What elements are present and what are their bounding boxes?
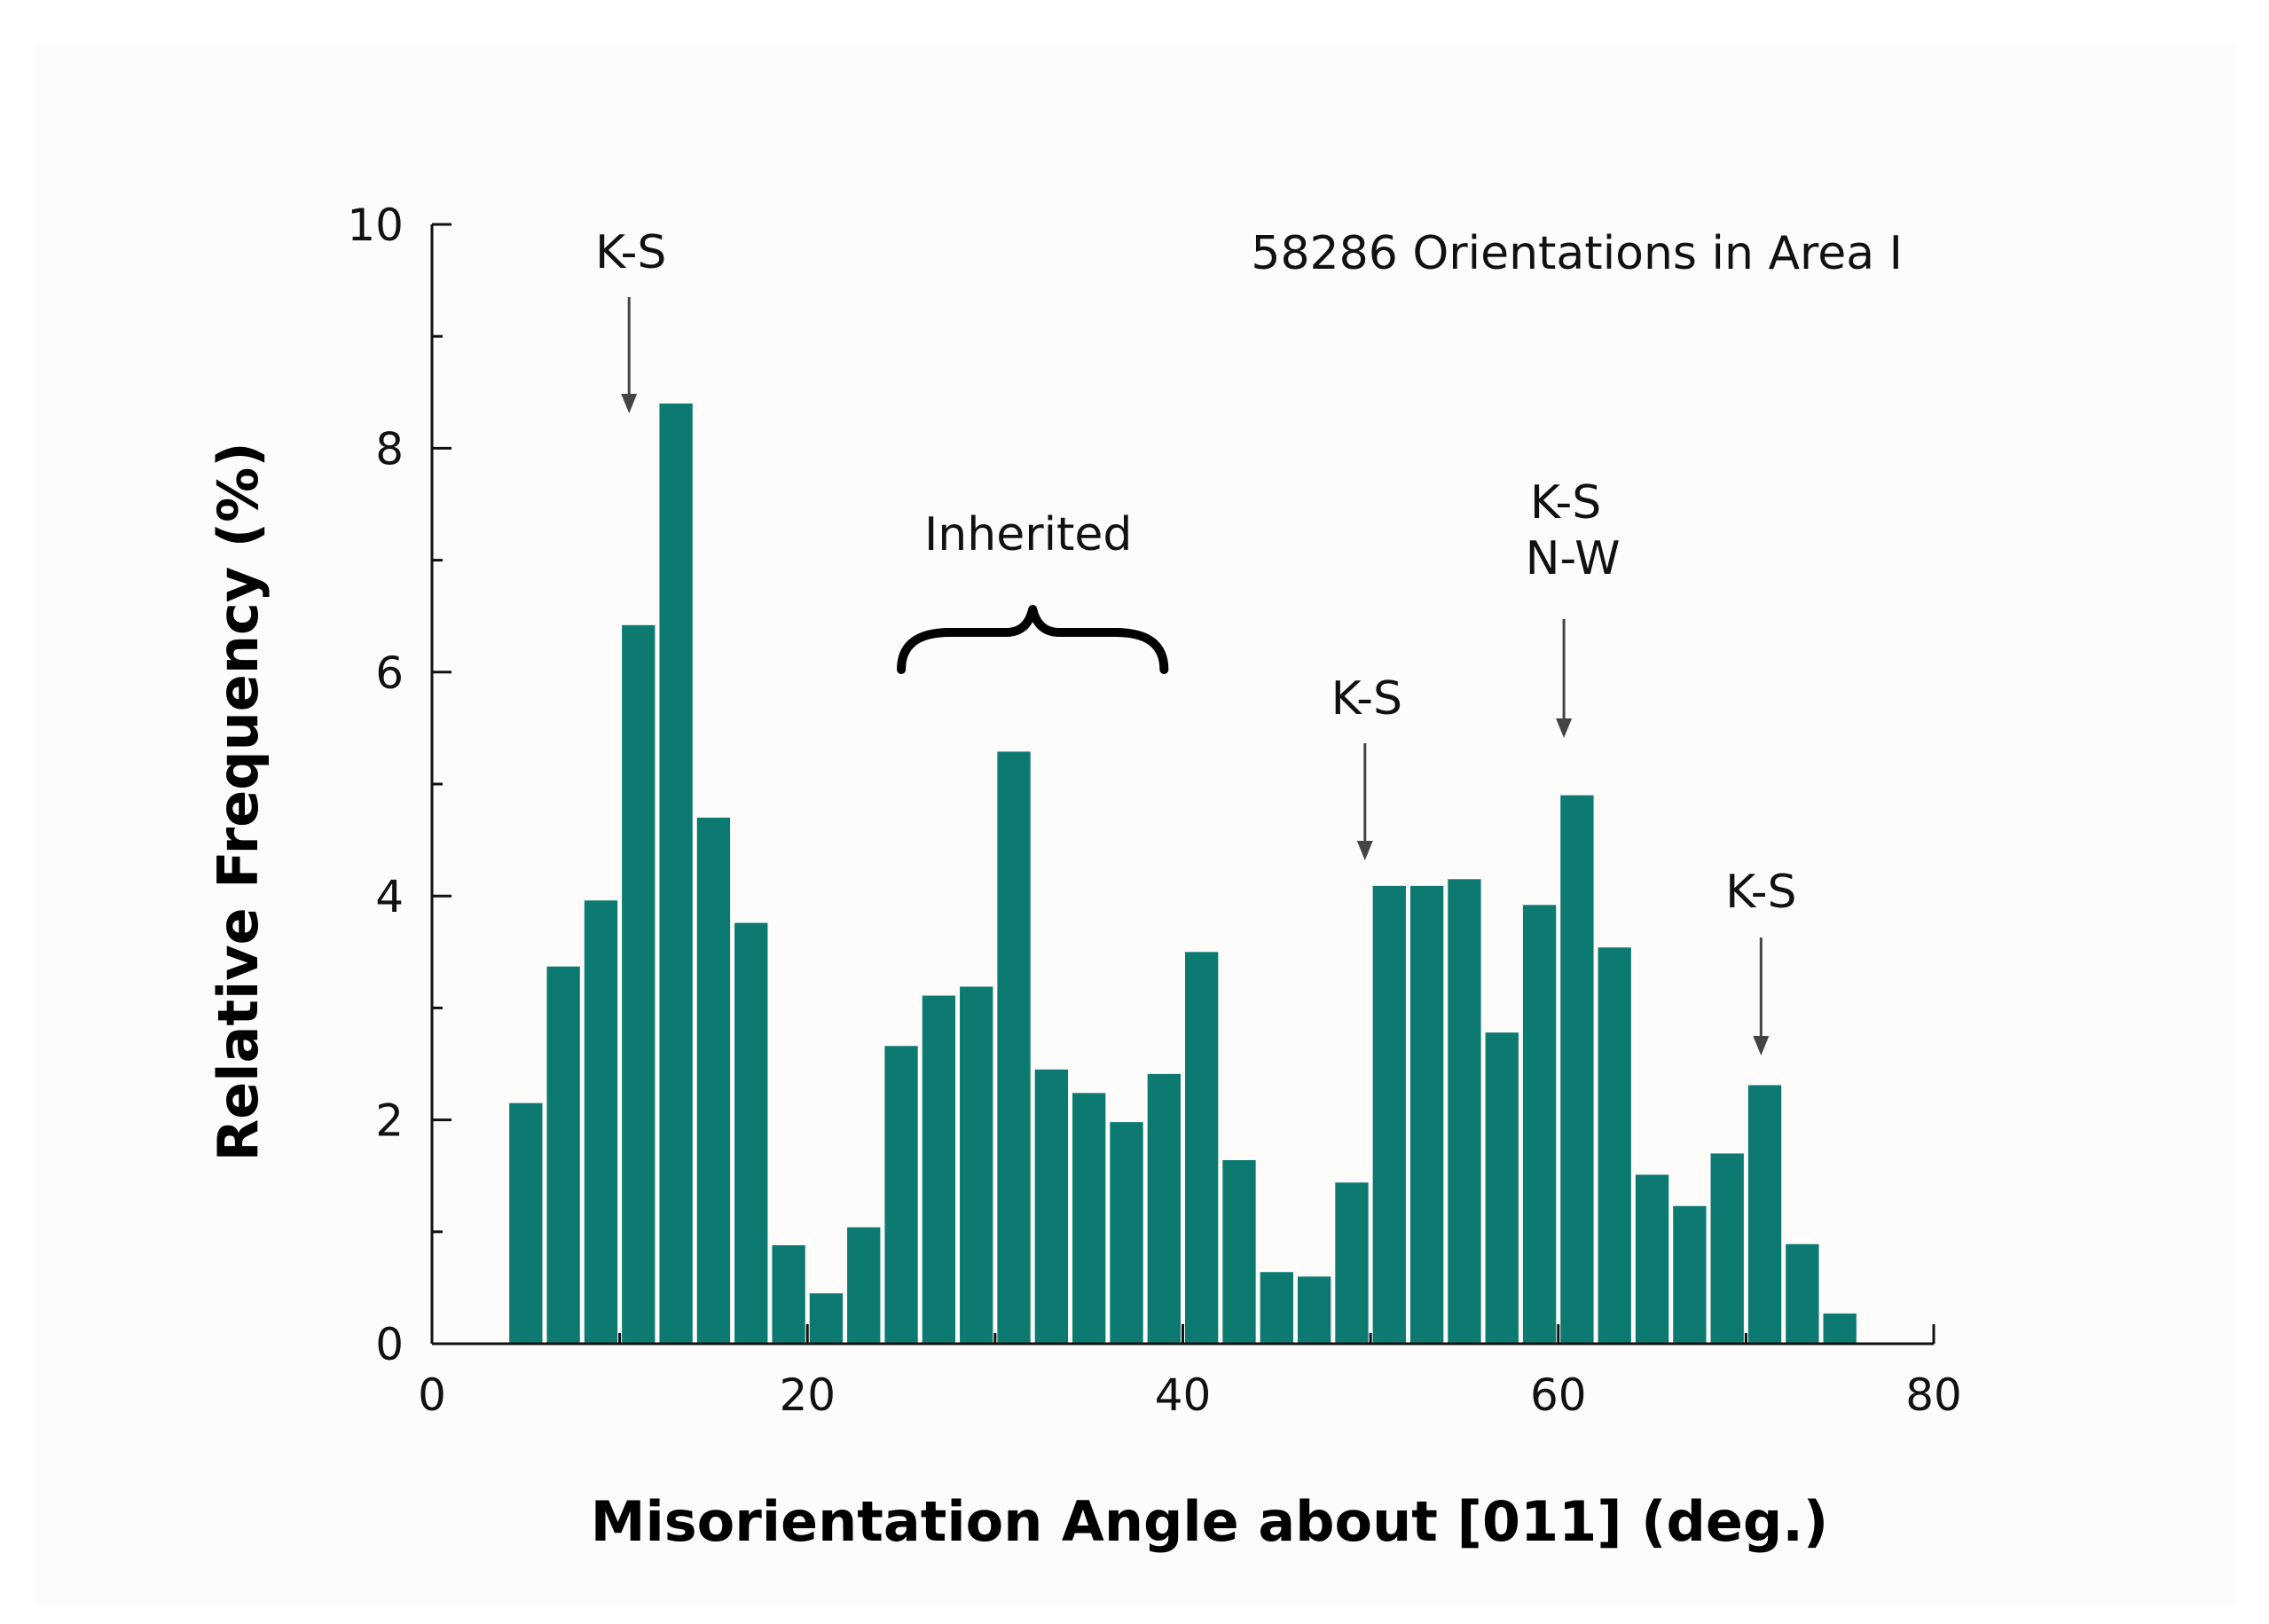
bar-14	[1034, 1069, 1069, 1344]
x-tick-label-2: 40	[1155, 1369, 1212, 1421]
bar-21	[1297, 1276, 1331, 1344]
bar-34	[1786, 1243, 1819, 1344]
x-tick-label-1: 20	[779, 1369, 836, 1421]
y-tick-label-1: 2	[375, 1095, 404, 1147]
ks-nw-label-nw: N-W	[1526, 532, 1621, 585]
bar-29	[1598, 947, 1631, 1344]
ks-arrow-1	[621, 297, 638, 413]
bar-19	[1222, 1160, 1256, 1344]
bar-17	[1147, 1073, 1181, 1344]
ks-nw-arrow	[1556, 619, 1573, 738]
bar-12	[960, 986, 993, 1344]
ks-label-3: K-S	[1725, 866, 1796, 919]
axes-group	[430, 224, 1934, 1345]
y-tick-label-3: 6	[375, 647, 404, 699]
bar-4	[659, 403, 693, 1344]
x-tick-label-0: 0	[418, 1369, 446, 1421]
orientation-count-label: 58286 Orientations in Area I	[1251, 227, 1903, 280]
x-tick-label-4: 80	[1905, 1369, 1962, 1421]
bar-2	[584, 900, 618, 1344]
bar-24	[1409, 885, 1444, 1344]
x-axis-title: Misorientation Angle about [011] (deg.)	[591, 1489, 1828, 1554]
ks-arrow-2	[1356, 743, 1373, 860]
inherited-label: Inherited	[924, 508, 1132, 561]
bar-20	[1260, 1272, 1293, 1344]
bar-25	[1448, 879, 1481, 1344]
bar-31	[1673, 1205, 1707, 1344]
ks-label-2: K-S	[1331, 672, 1402, 726]
bar-10	[884, 1046, 918, 1344]
bar-9	[847, 1227, 881, 1344]
bars-group	[509, 403, 1857, 1344]
bar-13	[997, 751, 1031, 1344]
bar-27	[1522, 905, 1557, 1344]
y-tick-label-0: 0	[375, 1319, 404, 1370]
bar-32	[1710, 1153, 1744, 1344]
bar-8	[809, 1293, 844, 1344]
y-tick-label-4: 8	[375, 423, 404, 475]
bar-28	[1560, 795, 1594, 1344]
y-tick-label-5: 10	[347, 200, 404, 251]
bar-23	[1372, 885, 1406, 1344]
x-tick-label-3: 60	[1530, 1369, 1587, 1421]
bar-30	[1635, 1174, 1669, 1344]
ks-label-1: K-S	[595, 226, 666, 279]
bar-33	[1747, 1085, 1782, 1344]
bar-1	[546, 966, 580, 1344]
bar-7	[772, 1244, 805, 1344]
bar-15	[1072, 1093, 1106, 1344]
bar-3	[622, 624, 656, 1344]
bar-11	[922, 995, 956, 1344]
ks-nw-label-ks: K-S	[1530, 476, 1601, 530]
bar-22	[1335, 1182, 1369, 1344]
y-axis-title: Relative Frequency (%)	[206, 442, 271, 1161]
bar-5	[696, 817, 731, 1344]
chart-panel	[35, 44, 2235, 1605]
annotations-group: 58286 Orientations in Area I K-S Inherit…	[595, 226, 1903, 1055]
bar-35	[1823, 1313, 1857, 1344]
bar-26	[1485, 1032, 1519, 1344]
y-tick-label-2: 4	[375, 871, 404, 922]
inherited-brace	[897, 605, 1169, 674]
ks-arrow-3	[1753, 938, 1770, 1055]
ticks-group: 0 2 4 6 8 10 0 20 40 60 80	[347, 200, 1961, 1421]
bar-16	[1110, 1122, 1143, 1344]
bar-18	[1185, 952, 1219, 1344]
bar-0	[509, 1102, 543, 1344]
bar-6	[734, 922, 768, 1344]
